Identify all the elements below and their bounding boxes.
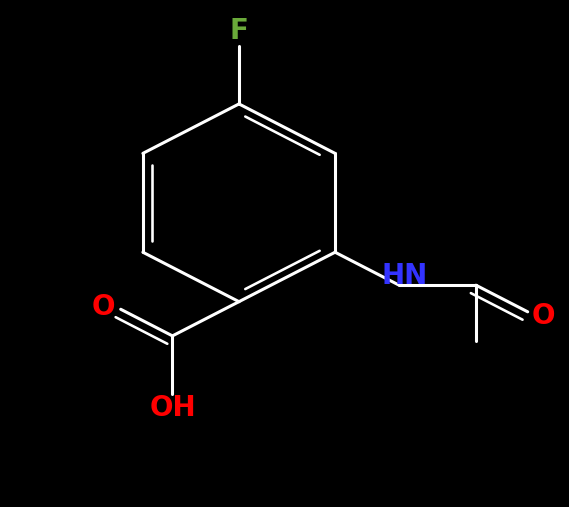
Text: HN: HN	[382, 262, 428, 290]
Text: O: O	[92, 293, 116, 321]
Text: OH: OH	[149, 394, 196, 422]
Text: F: F	[229, 17, 249, 46]
Text: O: O	[532, 302, 555, 330]
